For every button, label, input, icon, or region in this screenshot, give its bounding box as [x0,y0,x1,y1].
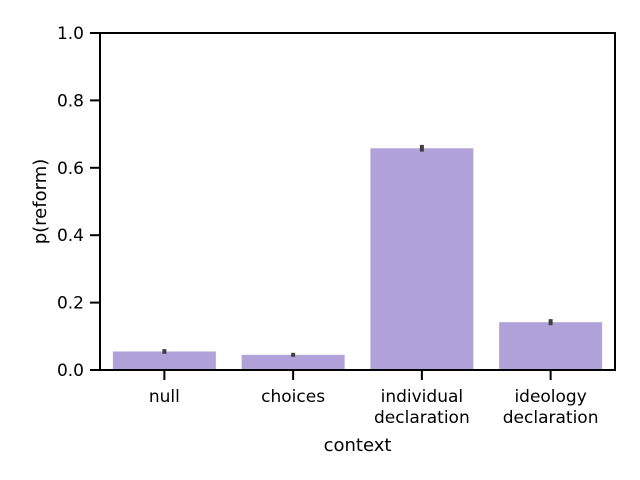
y-tick-label: 0.6 [57,159,84,179]
x-axis-label: context [324,435,392,456]
x-ticks-group: null choices individual declaration ideology… [149,370,599,428]
y-tick-label: 0.4 [57,226,84,246]
bar [370,148,474,370]
x-tick-label: choices [261,387,325,407]
y-tick-label: 1.0 [57,24,84,44]
plot-frame [99,32,616,371]
bars-group [112,148,603,370]
x-tick-label: individual declaration [374,387,470,428]
bar [499,322,603,370]
y-tick-label: 0.2 [57,294,84,314]
y-axis-label: p(reform) [30,159,51,245]
x-tick-label: null [149,387,180,407]
x-tick-label: ideology declaration [503,387,599,428]
y-ticks-group: 0.0 0.2 0.4 0.6 0.8 1.0 [57,24,100,381]
bar [112,351,216,370]
error-bars-group [162,144,553,357]
y-tick-label: 0.8 [57,91,84,111]
bar [241,354,345,370]
y-tick-label: 0.0 [57,361,84,381]
